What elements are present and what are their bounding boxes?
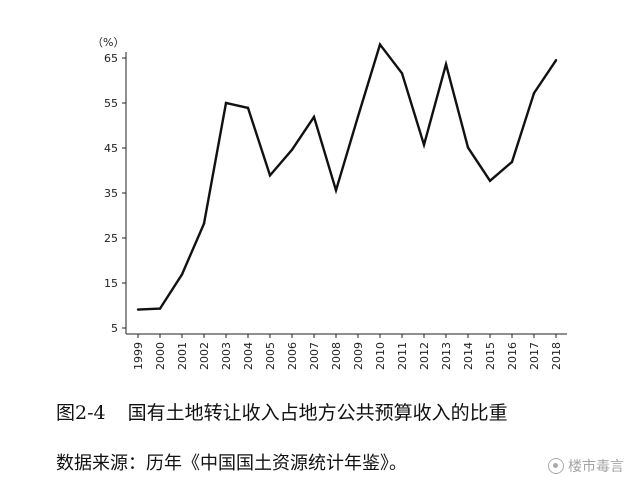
- data-point: [444, 63, 448, 66]
- x-tick-label: 2003: [220, 342, 233, 370]
- x-tick-label: 2008: [330, 342, 343, 370]
- data-point: [158, 307, 162, 310]
- data-point: [334, 189, 338, 192]
- watermark: 楼市毒言: [548, 456, 624, 476]
- y-axis-ticks: 5 15 25 35 45 55 65: [104, 52, 126, 335]
- x-tick-label: 2009: [352, 342, 365, 370]
- x-tick-label: 2006: [286, 342, 299, 370]
- data-points: [136, 43, 558, 311]
- x-tick-label: 2012: [418, 342, 431, 370]
- data-point: [378, 43, 382, 46]
- x-tick-label: 2005: [264, 342, 277, 370]
- x-tick-label: 2010: [374, 342, 387, 370]
- x-tick-label: 1999: [132, 342, 145, 370]
- data-point: [180, 273, 184, 276]
- data-point: [356, 115, 360, 118]
- data-point: [202, 222, 206, 225]
- y-tick-label: 55: [104, 97, 118, 110]
- chart-axes: [125, 52, 567, 335]
- y-tick-label: 25: [104, 232, 118, 245]
- x-tick-label: 2007: [308, 342, 321, 370]
- x-tick-label: 2014: [462, 342, 475, 370]
- data-source-note: 数据来源：历年《中国国土资源统计年鉴》。: [56, 453, 407, 474]
- x-tick-label: 2001: [176, 342, 189, 370]
- data-point: [422, 143, 426, 147]
- data-point: [400, 72, 404, 75]
- data-point: [488, 179, 492, 183]
- x-tick-label: 2016: [506, 342, 519, 370]
- watermark-logo-icon: [548, 458, 564, 474]
- figure-title: 国有土地转让收入占地方公共预算收入的比重: [127, 402, 508, 424]
- data-point: [510, 160, 514, 164]
- data-point: [290, 148, 294, 151]
- x-tick-label: 2002: [198, 342, 211, 370]
- data-point: [136, 308, 140, 311]
- y-unit-label: （%）: [92, 36, 124, 49]
- x-tick-label: 2000: [154, 342, 167, 370]
- x-tick-label: 2011: [396, 342, 409, 370]
- data-point: [554, 59, 558, 62]
- figure-caption: 图2-4 国有土地转让收入占地方公共预算收入的比重: [56, 398, 508, 425]
- y-tick-label: 5: [111, 322, 118, 335]
- series-line: [137, 41, 557, 311]
- watermark-text: 楼市毒言: [568, 459, 624, 475]
- data-point: [224, 101, 228, 105]
- y-tick-label: 35: [104, 187, 118, 200]
- data-point: [268, 174, 272, 177]
- x-tick-label: 2015: [484, 342, 497, 370]
- data-point: [246, 106, 250, 110]
- y-tick-label: 15: [104, 277, 118, 290]
- data-point: [466, 146, 470, 149]
- x-tick-label: 2004: [242, 342, 255, 370]
- line-chart: （%） 5 15 25 35 45 55 65 1999 2000 2001 2002 2003 20…: [92, 36, 567, 370]
- data-point: [532, 91, 536, 95]
- x-tick-label: 2013: [440, 342, 453, 370]
- y-tick-label: 45: [104, 142, 118, 155]
- figure-number: 图2-4: [56, 402, 106, 424]
- x-tick-label: 2018: [550, 342, 563, 370]
- data-point: [312, 115, 316, 119]
- y-tick-label: 65: [104, 52, 118, 65]
- x-tick-label: 2017: [528, 342, 541, 370]
- x-axis-ticks: 1999 2000 2001 2002 2003 2004 2005 2006 2007 2008…: [132, 334, 563, 370]
